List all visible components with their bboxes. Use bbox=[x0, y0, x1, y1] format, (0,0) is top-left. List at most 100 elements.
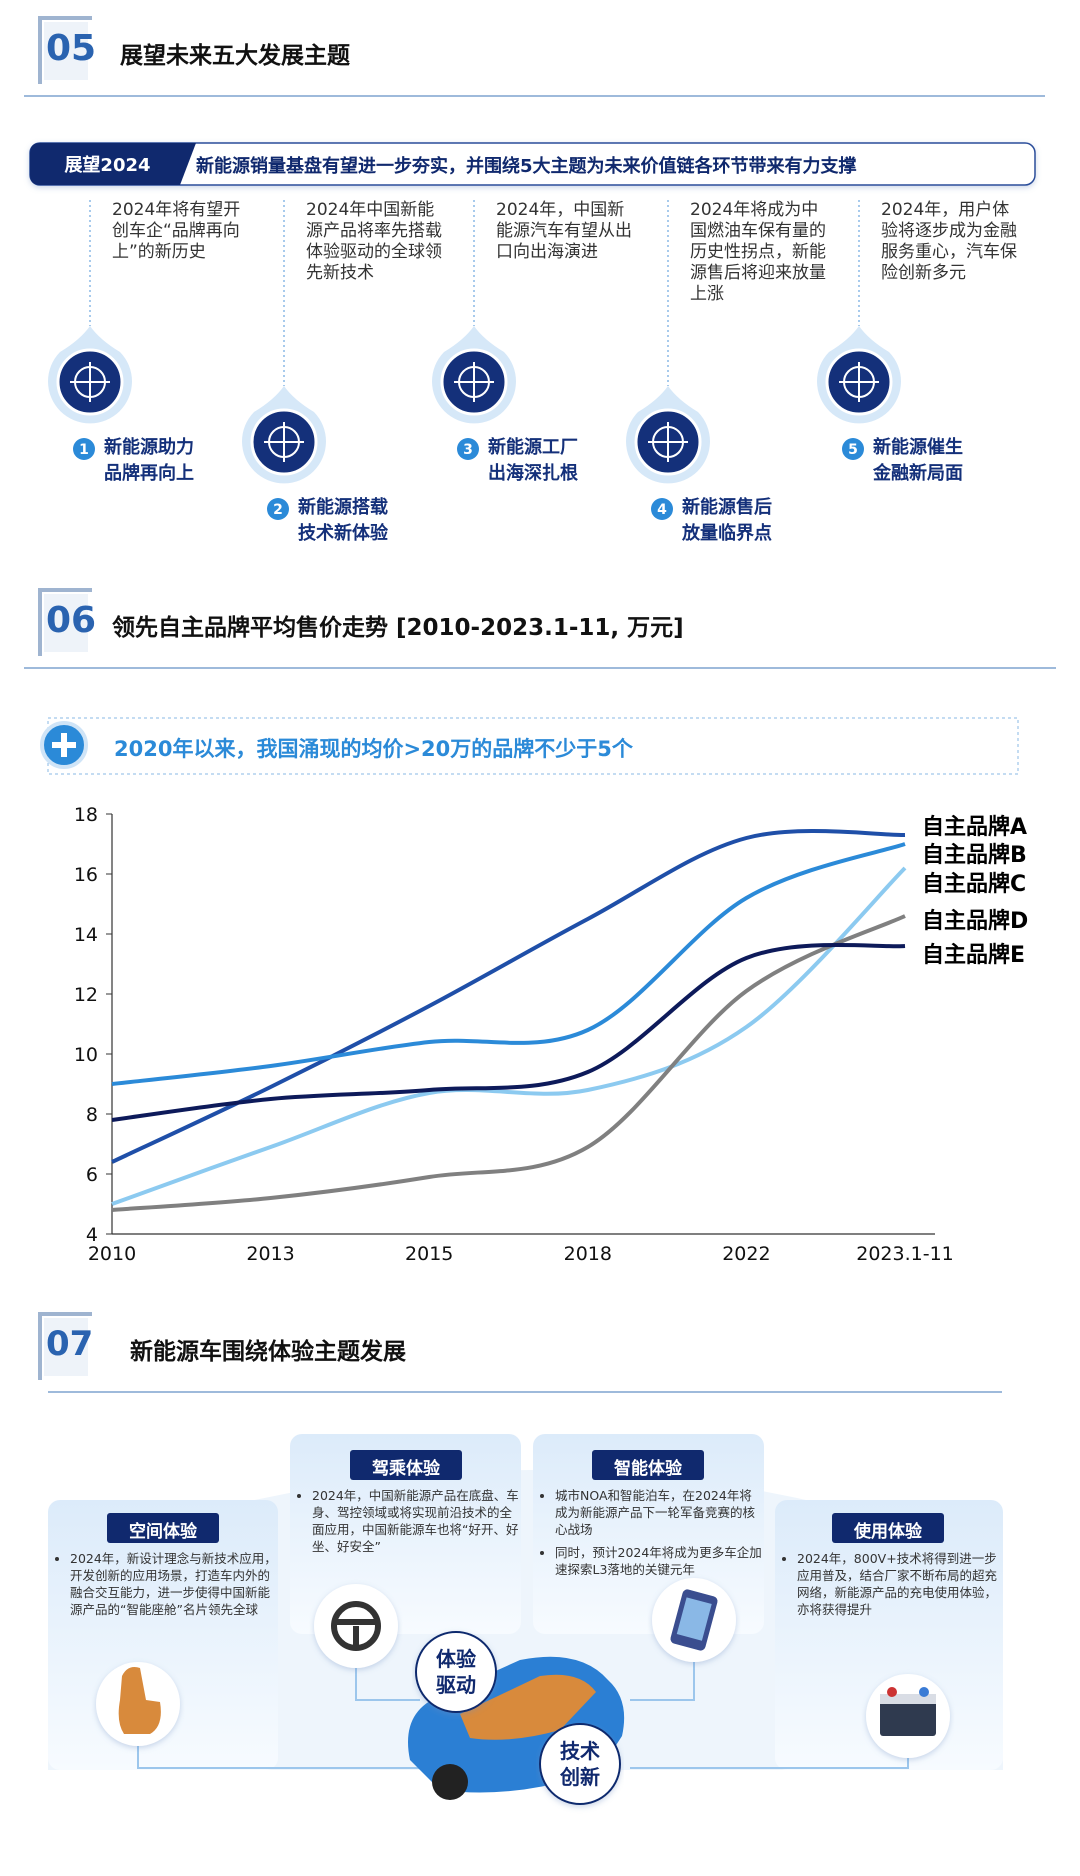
battery-icon bbox=[880, 1700, 936, 1736]
theme-index: 4 bbox=[657, 502, 667, 518]
theme-desc: 2024年将成为中国燃油车保有量的历史性拐点，新能源售后将迎来放量上涨 bbox=[690, 200, 826, 304]
center-badge bbox=[539, 1723, 621, 1805]
y-tick-label: 12 bbox=[74, 984, 98, 1006]
card-title-bg bbox=[350, 1450, 462, 1480]
battery-top bbox=[880, 1694, 936, 1704]
theme-name: 新能源助力品牌再向上 bbox=[104, 437, 194, 484]
icon-glyph bbox=[454, 362, 494, 402]
annotation-box bbox=[47, 717, 1019, 775]
legend-label: 自主品牌D bbox=[922, 908, 1028, 934]
legend-label: 自主品牌C bbox=[922, 871, 1026, 897]
theme-index: 2 bbox=[273, 502, 283, 518]
x-tick-label: 2022 bbox=[722, 1243, 770, 1265]
card-title: 驾乘体验 bbox=[372, 1459, 440, 1479]
y-tick-label: 18 bbox=[74, 804, 98, 826]
section-number: 07 bbox=[46, 1324, 94, 1364]
theme-desc: 2024年，中国新能源汽车有望从出口向出海演进 bbox=[496, 200, 632, 262]
section-title: 展望未来五大发展主题 bbox=[120, 43, 350, 69]
card-title-bg bbox=[832, 1513, 944, 1543]
x-tick-label: 2023.1-11 bbox=[856, 1243, 954, 1265]
y-tick-label: 10 bbox=[74, 1044, 98, 1066]
wheel-icon bbox=[331, 1601, 381, 1651]
wheel-spokes bbox=[336, 1619, 376, 1646]
theme-desc: 2024年将有望开创车企“品牌再向上”的新历史 bbox=[112, 200, 241, 262]
battery-terminal bbox=[887, 1687, 897, 1697]
theme-index: 3 bbox=[463, 442, 473, 458]
card-bullets: 2024年，中国新能源产品在底盘、车身、驾控领域或将实现前沿技术的全面应用，中国… bbox=[300, 1487, 521, 1561]
banner-tag-bg bbox=[30, 143, 196, 185]
theme-name: 新能源催生金融新局面 bbox=[873, 437, 963, 484]
card-bullet: 2024年，中国新能源产品在底盘、车身、驾控领域或将实现前沿技术的全面应用，中国… bbox=[312, 1487, 521, 1555]
theme-desc: 2024年中国新能源产品将率先搭载体验驱动的全球领先新技术 bbox=[306, 200, 442, 283]
theme-index-bg bbox=[73, 438, 95, 460]
icon-glyph bbox=[264, 422, 304, 462]
section-title: 领先自主品牌平均售价走势 [2010-2023.1-11, 万元] bbox=[112, 615, 684, 641]
y-tick-label: 6 bbox=[86, 1164, 98, 1186]
theme-name: 新能源工厂出海深扎根 bbox=[488, 437, 578, 484]
card-bullet: 城市NOA和智能泊车，在2024年将成为新能源产品下一轮军备竞赛的核心战场 bbox=[555, 1487, 764, 1538]
y-tick-label: 14 bbox=[74, 924, 98, 946]
series-line bbox=[111, 942, 906, 1122]
phone-screen bbox=[676, 1597, 712, 1641]
center-label: 技术创新 bbox=[560, 1739, 600, 1789]
series-line bbox=[111, 866, 907, 1206]
banner-text: 新能源销量基盘有望进一步夯实，并围绕5大主题为未来价值链各环节带来有力支撑 bbox=[196, 156, 857, 177]
y-tick-label: 16 bbox=[74, 864, 98, 886]
card-title: 空间体验 bbox=[129, 1522, 197, 1542]
y-tick-label: 8 bbox=[86, 1104, 98, 1126]
header-frame-bg bbox=[44, 1318, 88, 1376]
x-tick-label: 2010 bbox=[88, 1243, 136, 1265]
center-label: 体验驱动 bbox=[436, 1647, 476, 1697]
card-bullet: 2024年，800V+技术将得到进一步应用普及，结合厂家不断布局的超充网络，新能… bbox=[797, 1550, 1003, 1618]
section-number: 06 bbox=[46, 600, 97, 641]
header-frame bbox=[38, 1312, 92, 1380]
card-title-bg bbox=[592, 1450, 704, 1480]
theme-name: 新能源搭载技术新体验 bbox=[298, 497, 388, 544]
header-frame bbox=[38, 588, 92, 656]
legend-label: 自主品牌B bbox=[922, 842, 1027, 868]
arch-bg bbox=[48, 1470, 1003, 1770]
theme-index-bg bbox=[842, 438, 864, 460]
seat-icon bbox=[118, 1667, 161, 1734]
theme-index-bg bbox=[267, 498, 289, 520]
icon-glyph bbox=[70, 362, 110, 402]
card-bullets: 2024年，新设计理念与新技术应用，开发创新的应用场景，打造车内外的融合交互能力… bbox=[58, 1550, 278, 1624]
car-wheel bbox=[432, 1764, 468, 1800]
theme-index-bg bbox=[651, 498, 673, 520]
legend-label: 自主品牌A bbox=[922, 814, 1027, 840]
y-tick-label: 4 bbox=[86, 1224, 98, 1246]
legend-label: 自主品牌E bbox=[922, 942, 1025, 968]
card-title: 智能体验 bbox=[614, 1459, 682, 1479]
theme-index: 5 bbox=[848, 442, 858, 458]
header-frame-bg bbox=[44, 594, 88, 652]
theme-index: 1 bbox=[79, 442, 89, 458]
battery-terminal bbox=[919, 1687, 929, 1697]
connector bbox=[137, 1620, 909, 1769]
center-badge bbox=[415, 1631, 497, 1713]
header-frame bbox=[38, 16, 92, 84]
card-title-bg bbox=[107, 1513, 219, 1543]
series-line bbox=[111, 842, 906, 1086]
header-frame-bg bbox=[44, 22, 88, 80]
card-bullet: 2024年，新设计理念与新技术应用，开发创新的应用场景，打造车内外的融合交互能力… bbox=[70, 1550, 278, 1618]
card-bullets: 城市NOA和智能泊车，在2024年将成为新能源产品下一轮军备竞赛的核心战场同时，… bbox=[543, 1487, 764, 1584]
card-bullet: 同时，预计2024年将成为更多车企加速探索L3落地的关键元年 bbox=[555, 1544, 764, 1578]
annotation-plus bbox=[52, 733, 76, 757]
annotation: 2020年以来，我国涌现的均价>20万的品牌不少于5个 bbox=[114, 737, 633, 761]
section-number: 05 bbox=[46, 28, 97, 69]
car-interior bbox=[460, 1674, 596, 1740]
theme-desc: 2024年，用户体验将逐步成为金融服务重心，汽车保险创新多元 bbox=[881, 200, 1017, 283]
x-tick-label: 2015 bbox=[405, 1243, 453, 1265]
card-title: 使用体验 bbox=[854, 1522, 922, 1542]
banner-tag: 展望2024 bbox=[64, 155, 151, 176]
x-tick-label: 2013 bbox=[246, 1243, 294, 1265]
icon-glyph bbox=[839, 362, 879, 402]
card-bullets: 2024年，800V+技术将得到进一步应用普及，结合厂家不断布局的超充网络，新能… bbox=[785, 1550, 1003, 1624]
series-line bbox=[111, 829, 906, 1164]
section-title: 新能源车围绕体验主题发展 bbox=[130, 1339, 406, 1365]
theme-name: 新能源售后放量临界点 bbox=[682, 497, 772, 544]
card bbox=[290, 1434, 521, 1634]
theme-index-bg bbox=[457, 438, 479, 460]
